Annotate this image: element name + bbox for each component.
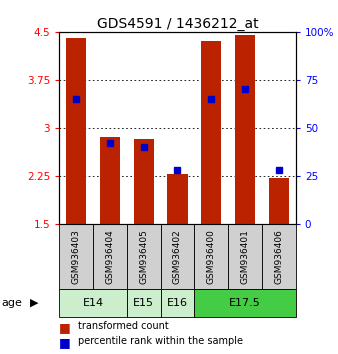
Text: ▶: ▶ [30, 298, 39, 308]
Bar [134, 139, 154, 224]
Text: GSM936400: GSM936400 [207, 229, 216, 284]
Text: GSM936405: GSM936405 [139, 229, 148, 284]
Bar [269, 178, 289, 224]
Bar [194, 289, 296, 317]
Text: GSM936402: GSM936402 [173, 229, 182, 284]
Text: GSM936406: GSM936406 [274, 229, 283, 284]
Bar [228, 224, 262, 289]
Bar [161, 224, 194, 289]
Text: ■: ■ [59, 321, 71, 334]
Bar [93, 224, 127, 289]
Text: E17.5: E17.5 [229, 298, 261, 308]
Bar [161, 289, 194, 317]
Text: GSM936404: GSM936404 [105, 229, 114, 284]
Bar [127, 289, 161, 317]
Text: percentile rank within the sample: percentile rank within the sample [78, 336, 243, 346]
Text: GSM936401: GSM936401 [241, 229, 249, 284]
Bar [194, 224, 228, 289]
Text: E14: E14 [82, 298, 103, 308]
Bar [66, 38, 86, 224]
Bar [100, 137, 120, 224]
Bar [235, 35, 255, 224]
Bar [201, 41, 221, 224]
Title: GDS4591 / 1436212_at: GDS4591 / 1436212_at [97, 17, 258, 31]
Text: transformed count: transformed count [78, 321, 169, 331]
Text: GSM936403: GSM936403 [72, 229, 80, 284]
Bar [167, 174, 188, 224]
Text: ■: ■ [59, 336, 71, 349]
Bar [262, 224, 296, 289]
Bar [59, 289, 127, 317]
Text: E16: E16 [167, 298, 188, 308]
Text: age: age [2, 298, 23, 308]
Text: E15: E15 [133, 298, 154, 308]
Bar [59, 224, 93, 289]
Bar [127, 224, 161, 289]
